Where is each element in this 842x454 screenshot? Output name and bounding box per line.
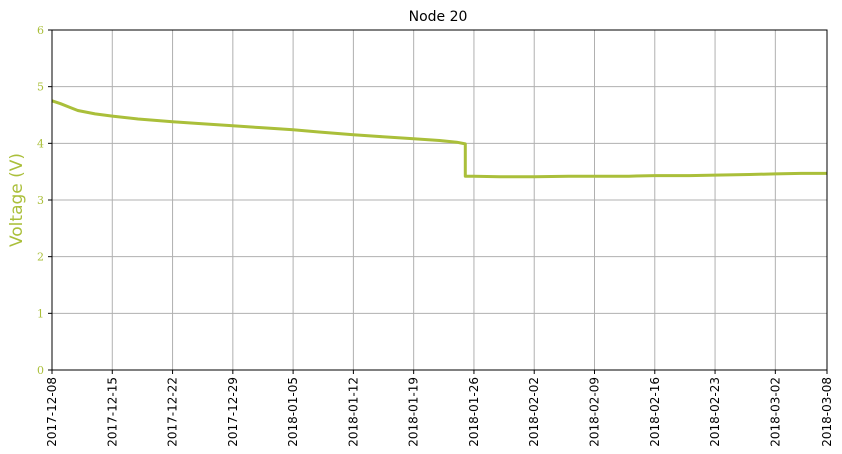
x-tick-label: 2018-01-12 (346, 377, 360, 447)
y-tick-label: 2 (37, 251, 44, 264)
x-tick-label: 2018-01-26 (467, 377, 481, 447)
x-tick-label: 2018-03-02 (768, 377, 782, 447)
x-tick-label: 2018-02-16 (648, 377, 662, 447)
y-tick-label: 3 (37, 194, 44, 207)
y-tick-label: 5 (37, 81, 44, 94)
grid-lines (51, 29, 828, 371)
x-tick-label: 2017-12-08 (45, 377, 59, 447)
x-tick-label: 2017-12-29 (226, 377, 240, 447)
x-tick-label: 2018-03-08 (820, 377, 834, 447)
plot-frame (51, 29, 828, 371)
y-tick-label: 6 (37, 24, 44, 37)
chart-title: Node 20 (409, 9, 468, 25)
x-tick-label: 2018-02-09 (588, 377, 602, 447)
x-tick-label: 2018-02-02 (527, 377, 541, 447)
y-tick-label: 4 (37, 137, 44, 150)
voltage-series-line (51, 99, 827, 179)
x-tick-label: 2018-01-19 (407, 377, 421, 447)
x-tick-label: 2018-02-23 (708, 377, 722, 447)
series-layer (51, 99, 827, 179)
x-tick-label: 2017-12-15 (105, 377, 119, 447)
y-tick-label: 0 (37, 364, 44, 377)
x-tick-label: 2018-01-05 (286, 377, 300, 447)
y-tick-label: 1 (37, 307, 44, 320)
y-axis-ticks: 0 1 2 3 4 5 6 (37, 24, 52, 377)
x-axis-ticks: 2017-12-08 2017-12-15 2017-12-22 2017-12-29… (45, 370, 834, 447)
y-axis-label: Voltage (V) (7, 153, 27, 247)
x-tick-label: 2017-12-22 (166, 377, 180, 447)
